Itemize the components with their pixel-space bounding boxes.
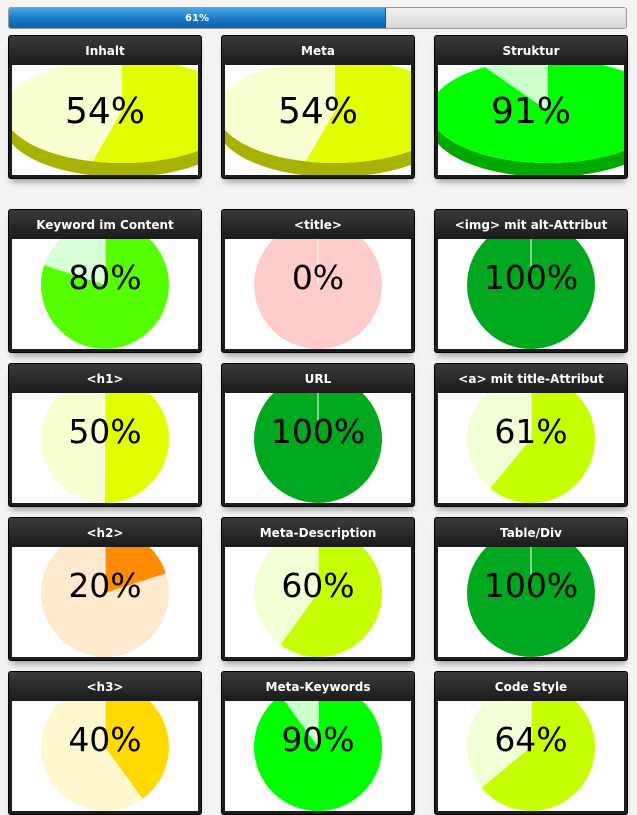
score-card-keyword-im-content: Keyword im Content 80% <box>8 209 202 353</box>
card-title: <img> mit alt-Attribut <box>435 210 627 239</box>
score-card-title: <title> 0% <box>221 209 415 353</box>
pie-chart <box>467 393 595 503</box>
pie-slice-score <box>92 65 198 163</box>
pie-chart <box>467 547 595 657</box>
pie-slice-score <box>254 393 382 503</box>
pie-slice-score <box>105 547 166 593</box>
score-percent: 100% <box>270 412 366 451</box>
pie-slice-remaining <box>254 239 382 349</box>
score-card-url: URL 100% <box>221 363 415 507</box>
pie-side <box>12 129 198 175</box>
pie-slice-score <box>254 701 382 811</box>
pie-chart <box>438 65 624 175</box>
card-title: <a> mit title-Attribut <box>435 364 627 393</box>
score-percent: 60% <box>281 566 355 605</box>
card-chart-area: 50% <box>12 393 198 503</box>
score-percent: 61% <box>494 412 568 451</box>
pie-slice-score <box>280 547 382 657</box>
score-percent: 91% <box>490 91 571 132</box>
pie-chart <box>467 239 595 349</box>
card-title: Struktur <box>435 36 627 65</box>
pie-slice-score <box>467 547 595 657</box>
card-chart-area: 64% <box>438 701 624 811</box>
card-title: <h2> <box>9 518 201 547</box>
card-chart-area: 60% <box>225 547 411 657</box>
pie-slice-score <box>467 239 595 349</box>
card-chart-area: 20% <box>12 547 198 657</box>
pie-chart <box>254 393 382 503</box>
score-card-img-mit-alt-attribut: <img> mit alt-Attribut 100% <box>434 209 628 353</box>
card-title: Inhalt <box>9 36 201 65</box>
card-title: Meta <box>222 36 414 65</box>
pie-chart <box>254 239 382 349</box>
score-percent: 0% <box>291 258 345 297</box>
pie-chart <box>467 701 595 811</box>
score-card-a-mit-title-attribut: <a> mit title-Attribut 61% <box>434 363 628 507</box>
card-chart-area: 54% <box>12 65 198 175</box>
card-chart-area: 100% <box>225 393 411 503</box>
card-title: <h3> <box>9 672 201 701</box>
pie-slice-score <box>105 701 169 799</box>
card-title: Meta-Description <box>222 518 414 547</box>
card-chart-area: 100% <box>438 547 624 657</box>
card-chart-area: 54% <box>225 65 411 175</box>
pie-slice-score <box>41 239 169 349</box>
pie-chart <box>225 65 411 175</box>
progress-label: 61% <box>185 12 209 24</box>
card-title: Keyword im Content <box>9 210 201 239</box>
card-chart-area: 61% <box>438 393 624 503</box>
card-chart-area: 0% <box>225 239 411 349</box>
score-percent: 20% <box>68 566 142 605</box>
card-chart-area: 100% <box>438 239 624 349</box>
pie-slice-score <box>105 393 169 503</box>
score-percent: 54% <box>277 91 358 132</box>
pie-slice-score <box>490 393 595 503</box>
pie-chart <box>12 65 198 175</box>
pie-chart <box>254 701 382 811</box>
pie-slice-score <box>305 65 411 163</box>
pie-chart <box>41 393 169 503</box>
score-card-meta-description: Meta-Description 60% <box>221 517 415 661</box>
score-card-inhalt: Inhalt 54% <box>8 35 202 179</box>
card-title: Code Style <box>435 672 627 701</box>
score-card-meta: Meta 54% <box>221 35 415 179</box>
card-chart-area: 91% <box>438 65 624 175</box>
card-title: Meta-Keywords <box>222 672 414 701</box>
card-title: Table/Div <box>435 518 627 547</box>
pie-slice-score <box>438 65 624 163</box>
score-card-h3: <h3> 40% <box>8 671 202 815</box>
score-percent: 50% <box>68 412 142 451</box>
overall-progress-bar: 61% <box>8 7 627 29</box>
pie-chart <box>41 239 169 349</box>
score-percent: 64% <box>494 720 568 759</box>
card-title: URL <box>222 364 414 393</box>
score-card-h1: <h1> 50% <box>8 363 202 507</box>
pie-slice-score <box>481 701 595 811</box>
score-card-h2: <h2> 20% <box>8 517 202 661</box>
score-percent: 80% <box>68 258 142 297</box>
card-title: <h1> <box>9 364 201 393</box>
score-percent: 54% <box>64 91 145 132</box>
score-percent: 90% <box>281 720 355 759</box>
progress-bar-fill <box>9 8 386 28</box>
card-chart-area: 90% <box>225 701 411 811</box>
pie-side <box>225 129 411 175</box>
pie-side <box>438 129 624 175</box>
card-chart-area: 40% <box>12 701 198 811</box>
card-chart-area: 80% <box>12 239 198 349</box>
score-percent: 100% <box>483 258 579 297</box>
score-card-struktur: Struktur 91% <box>434 35 628 179</box>
score-percent: 100% <box>483 566 579 605</box>
pie-chart <box>41 701 169 811</box>
score-card-code-style: Code Style 64% <box>434 671 628 815</box>
card-title: <title> <box>222 210 414 239</box>
score-card-table-div: Table/Div 100% <box>434 517 628 661</box>
pie-chart <box>254 547 382 657</box>
pie-chart <box>41 547 169 657</box>
score-card-meta-keywords: Meta-Keywords 90% <box>221 671 415 815</box>
score-percent: 40% <box>68 720 142 759</box>
